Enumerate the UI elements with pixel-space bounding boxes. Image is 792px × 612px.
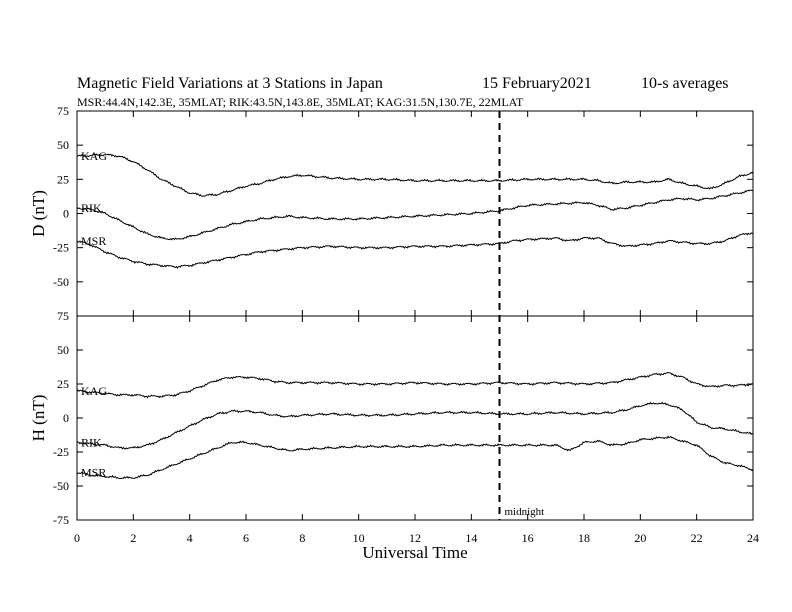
chart-title: Magnetic Field Variations at 3 Stations … (77, 75, 383, 92)
x-axis-label: Universal Time (362, 543, 467, 562)
panel-frame (76, 110, 754, 317)
stations-line: MSR:44.4N,142.3E, 35MLAT; RIK:43.5N,143.… (77, 95, 524, 109)
series-label-msr: MSR (81, 234, 106, 248)
y-tick-label: 75 (57, 309, 69, 323)
series-line-msr (76, 232, 754, 269)
y-tick-label: 0 (63, 411, 69, 425)
x-tick-label: 6 (243, 531, 249, 545)
series-label-rik: RIK (81, 435, 102, 449)
series-line-kag (76, 153, 754, 197)
y-tick-label: 25 (57, 377, 69, 391)
midnight-marker: midnight (498, 111, 545, 520)
chart-date: 15 February2021 (482, 75, 592, 92)
y-tick-label: -25 (53, 241, 69, 255)
x-tick-label: 24 (747, 531, 759, 545)
series-line-kag (76, 371, 754, 399)
y-axis-label: H (nT) (29, 395, 48, 442)
x-tick-label: 14 (465, 531, 477, 545)
panel-declination: 75 50 25 0 -25 -50 D (nT) KAG RIK MSR (29, 104, 754, 317)
y-tick-label: -50 (53, 479, 69, 493)
x-tick-label: 16 (522, 531, 534, 545)
series-label-kag: KAG (81, 149, 107, 163)
x-tick-label: 0 (74, 531, 80, 545)
y-tick-label: 50 (57, 138, 69, 152)
y-tick-label: 50 (57, 343, 69, 357)
series-label-msr: MSR (81, 465, 106, 479)
series-label-rik: RIK (81, 201, 102, 215)
y-axis-label: D (nT) (29, 190, 48, 237)
panel-horizontal: 75 50 25 0 -25 -50 -75 H (nT) KAG RIK MSR (29, 309, 754, 527)
series-line-rik (76, 401, 754, 450)
x-tick-label: 22 (691, 531, 703, 545)
x-tick-label: 10 (353, 531, 365, 545)
x-tick-label: 20 (634, 531, 646, 545)
series-line-msr (76, 435, 754, 480)
y-tick-label: -50 (53, 275, 69, 289)
x-tick-label: 2 (130, 531, 136, 545)
y-tick-label: -75 (53, 513, 69, 527)
y-tick-label: 75 (57, 104, 69, 118)
x-tick-label: 8 (299, 531, 305, 545)
y-tick-label: -25 (53, 445, 69, 459)
midnight-label: midnight (505, 506, 545, 518)
x-tick-label: 12 (409, 531, 421, 545)
x-tick-label: 18 (578, 531, 590, 545)
series-label-kag: KAG (81, 384, 107, 398)
y-tick-label: 0 (63, 207, 69, 221)
chart-averaging: 10-s averages (641, 75, 729, 92)
panel-frame (76, 315, 754, 521)
series-line-rik (76, 189, 754, 241)
y-tick-label: 25 (57, 172, 69, 186)
x-tick-label: 4 (187, 531, 193, 545)
